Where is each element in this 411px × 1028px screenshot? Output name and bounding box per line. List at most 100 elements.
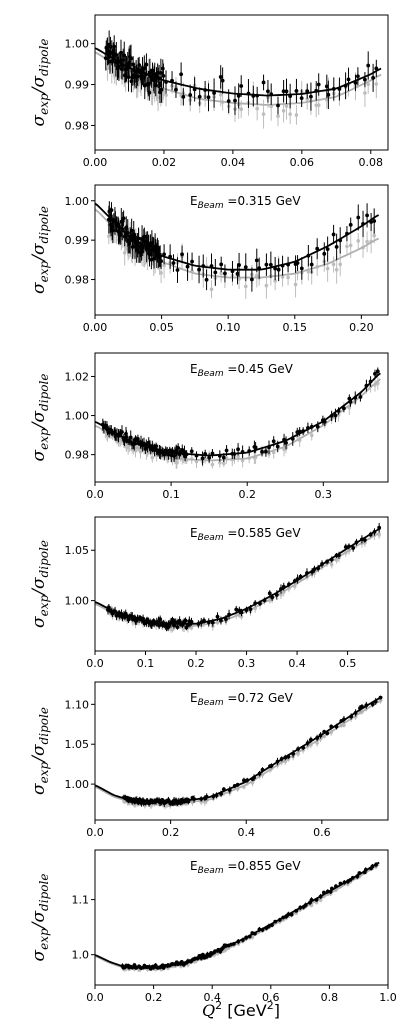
y-tick-label: 1.00 [65,778,90,791]
data-point-alt [210,460,215,469]
beam-energy-annotation: EBeam =0.45 GeV [190,362,294,379]
data-point [197,255,201,284]
data-point [281,80,286,103]
data-point [254,248,259,273]
data-point [233,86,237,115]
data-point-alt [375,376,380,390]
plot-area [95,861,380,972]
data-point [334,233,339,261]
fit-curve [95,527,381,625]
chart-panel-5: 0.0 0.2 0.4 0.6 1.00 1.05 1.10 σexp/σdipole EBea… [29,681,389,839]
data-point [276,258,281,282]
data-point [358,392,363,402]
y-tick-label: 1.10 [65,698,90,711]
beam-energy-annotation: EBeam =0.315 GeV [190,194,301,211]
data-point [220,67,225,94]
x-tick-label: 0.8 [321,991,339,1004]
data-point [218,65,223,89]
data-point [266,79,270,103]
data-point-alt [271,446,276,459]
x-tick-label: 0.20 [349,321,374,334]
data-point [170,616,175,623]
data-point [180,245,184,263]
data-point [139,435,143,449]
data-point [206,83,211,112]
data-point [294,78,299,103]
chart-panel-3: 0.0 0.1 0.2 0.3 0.98 1.00 1.02 σexp/σdipole EBea… [29,352,389,501]
data-point-alt [281,99,286,123]
x-tick-label: 0.06 [290,156,315,169]
x-tick-label: 0.4 [288,657,306,670]
x-tick-label: 0.1 [137,657,155,670]
data-point [261,74,266,91]
data-point [331,224,336,245]
x-tick-label: 0.15 [283,321,308,334]
x-tick-label: 0.00 [83,321,108,334]
fit-curve [95,202,380,271]
x-tick-label: 0.04 [221,156,246,169]
data-point [325,236,330,262]
x-tick-label: 0.4 [203,991,221,1004]
data-point [190,252,194,271]
data-point [348,217,353,233]
y-tick-label: 1.05 [65,544,90,557]
data-point [315,238,320,260]
data-point [144,53,149,76]
fit-curve [95,372,381,457]
x-tick-label: 0.1 [162,488,180,501]
data-point [161,63,166,89]
data-point [158,58,163,88]
data-point [158,615,163,623]
data-point [315,421,320,433]
data-point [181,88,186,106]
x-tick-label: 0.5 [339,657,357,670]
data-point [204,269,209,291]
data-point [372,208,377,234]
x-tick-label: 0.2 [162,826,180,839]
y-tick-label: 0.98 [65,449,90,462]
data-point [326,80,331,109]
y-axis-label: σexp/σdipole [29,540,51,628]
y-tick-label: 1.0 [72,949,90,962]
data-point [103,45,108,71]
x-tick-label: 0.0 [86,657,104,670]
x-tick-label: 0.02 [152,156,177,169]
data-point [373,369,377,379]
data-point-alt [293,271,298,298]
data-point [175,624,180,630]
x-tick-label: 0.10 [216,321,241,334]
data-point [369,213,374,231]
data-point [363,72,367,88]
data-point [170,71,174,91]
data-point [337,77,342,101]
data-point-alt [209,280,214,299]
data-point [171,254,176,272]
data-point [295,255,300,271]
data-point [197,87,202,107]
plot-area [95,522,382,633]
data-point [374,59,379,78]
data-point [240,445,245,459]
data-point [371,63,376,92]
data-point [183,617,188,624]
y-tick-label: 1.1 [72,894,90,907]
data-point [377,522,382,533]
data-point [249,267,254,292]
data-point [309,255,314,274]
axes-frame [94,184,389,316]
data-point-alt [356,232,361,249]
plot-area [95,30,382,129]
data-point [179,62,184,87]
beam-energy-annotation: EBeam =0.585 GeV [190,526,301,543]
chart-panel-4: 0.0 0.1 0.2 0.3 0.4 0.5 1.00 1.05 σexp/σdipole EB… [29,516,389,670]
data-point [284,436,288,450]
y-axis-label: σexp/σdipole [29,39,51,127]
x-tick-label: 0.0 [86,991,104,1004]
x-tick-label: 0.00 [83,156,108,169]
data-point-alt [286,269,290,286]
x-tick-label: 0.3 [238,657,256,670]
data-point [346,67,351,92]
data-point [176,443,181,453]
data-point [185,252,190,281]
